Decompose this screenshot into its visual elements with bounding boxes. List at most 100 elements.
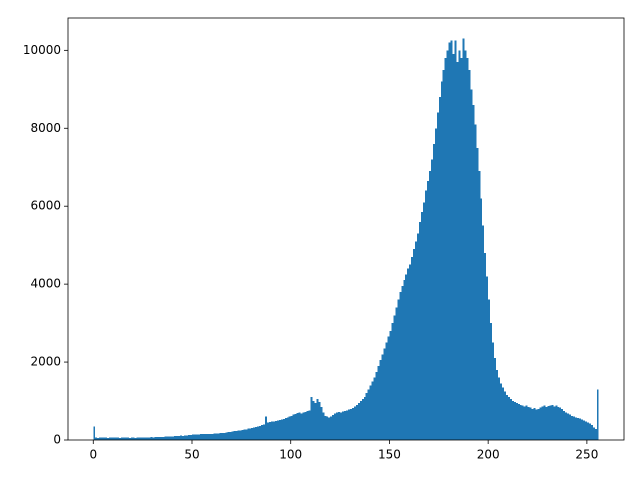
bar bbox=[363, 397, 366, 440]
bar bbox=[97, 437, 100, 440]
bar bbox=[190, 434, 192, 440]
bar bbox=[397, 299, 400, 440]
bar bbox=[434, 128, 437, 440]
bar bbox=[302, 412, 305, 440]
bar bbox=[464, 50, 467, 440]
bar bbox=[399, 291, 402, 440]
bar bbox=[426, 180, 429, 440]
bar bbox=[231, 431, 234, 440]
bar bbox=[501, 387, 504, 440]
bars bbox=[93, 38, 599, 441]
bar bbox=[543, 405, 546, 440]
bar bbox=[284, 418, 287, 440]
bar bbox=[389, 330, 392, 440]
bar bbox=[484, 252, 487, 440]
bar bbox=[223, 432, 226, 440]
bar bbox=[114, 437, 117, 440]
bar bbox=[160, 436, 163, 440]
bar bbox=[207, 433, 210, 440]
bar bbox=[235, 431, 238, 440]
bar bbox=[417, 233, 420, 440]
bar bbox=[571, 415, 574, 440]
bar bbox=[573, 416, 576, 440]
bar bbox=[393, 315, 396, 440]
bar bbox=[517, 404, 520, 440]
bar bbox=[588, 423, 591, 440]
bar bbox=[545, 406, 548, 440]
bar bbox=[584, 421, 587, 440]
bar bbox=[130, 437, 133, 440]
bar bbox=[446, 50, 449, 440]
bar bbox=[225, 432, 228, 440]
bar bbox=[249, 428, 252, 440]
x-tick-label: 150 bbox=[378, 448, 401, 462]
bar bbox=[113, 437, 115, 440]
bar bbox=[381, 354, 384, 440]
bar bbox=[259, 425, 262, 440]
bar bbox=[535, 409, 538, 440]
bar bbox=[519, 404, 522, 440]
bar bbox=[582, 420, 585, 440]
bar bbox=[456, 62, 459, 440]
bar bbox=[503, 391, 506, 440]
bar bbox=[383, 348, 386, 440]
y-tick-label: 10000 bbox=[23, 43, 61, 57]
bar bbox=[547, 406, 550, 440]
bar bbox=[209, 433, 212, 440]
bar bbox=[328, 417, 331, 440]
y-tick-label: 2000 bbox=[30, 355, 61, 369]
bar bbox=[490, 323, 493, 440]
bar bbox=[478, 171, 481, 440]
bar bbox=[166, 436, 169, 440]
bar bbox=[261, 425, 264, 440]
bar bbox=[105, 437, 108, 440]
bar bbox=[575, 417, 578, 440]
bar bbox=[409, 264, 412, 440]
bar bbox=[580, 419, 583, 440]
bar bbox=[403, 280, 406, 440]
bar bbox=[428, 171, 431, 440]
bar bbox=[367, 389, 370, 440]
bar bbox=[509, 399, 512, 440]
bar bbox=[334, 413, 337, 440]
bar bbox=[170, 436, 173, 440]
bar bbox=[561, 408, 564, 440]
bar bbox=[95, 437, 98, 440]
bar bbox=[241, 430, 244, 440]
bar bbox=[217, 433, 220, 440]
bar bbox=[371, 381, 374, 440]
bar bbox=[288, 416, 291, 440]
bar bbox=[407, 268, 410, 440]
bar bbox=[531, 408, 534, 440]
bar bbox=[559, 407, 562, 440]
bar bbox=[308, 410, 311, 440]
bar bbox=[182, 435, 185, 440]
bar bbox=[310, 397, 313, 440]
bar bbox=[148, 437, 151, 440]
bar bbox=[142, 437, 145, 440]
bar bbox=[507, 397, 510, 440]
bar bbox=[109, 437, 112, 440]
axes-frame bbox=[67, 17, 625, 441]
bar bbox=[193, 434, 196, 440]
bar bbox=[276, 420, 279, 440]
bar bbox=[267, 422, 269, 440]
bar bbox=[492, 342, 495, 440]
bar bbox=[152, 437, 155, 440]
bar bbox=[533, 408, 536, 440]
bar bbox=[203, 433, 206, 440]
bar bbox=[498, 377, 501, 440]
bar bbox=[180, 435, 183, 440]
bar bbox=[270, 421, 273, 440]
bar bbox=[476, 147, 479, 440]
bar bbox=[162, 436, 165, 440]
bar bbox=[237, 430, 240, 440]
bar bbox=[294, 413, 297, 440]
bar bbox=[448, 42, 451, 441]
bar bbox=[430, 159, 433, 440]
bar bbox=[342, 411, 345, 440]
bar bbox=[116, 437, 119, 440]
bar bbox=[549, 405, 552, 440]
bar bbox=[377, 365, 380, 440]
bar bbox=[355, 404, 358, 440]
